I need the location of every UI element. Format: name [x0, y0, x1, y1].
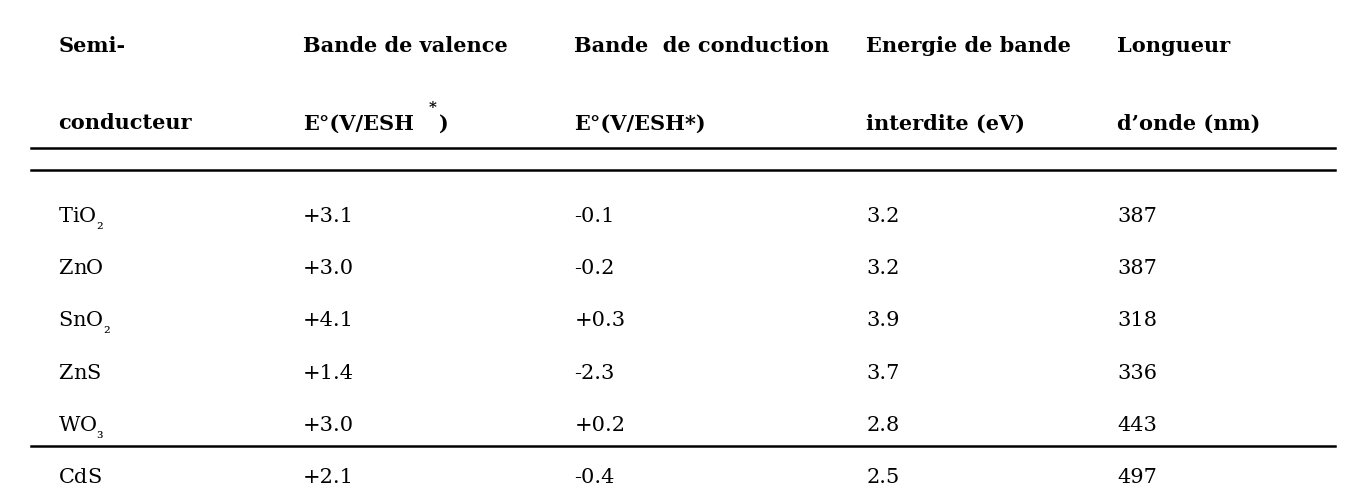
Text: i: i	[72, 207, 79, 226]
Text: Z: Z	[59, 364, 72, 383]
Text: Bande  de conduction: Bande de conduction	[574, 36, 829, 56]
Text: 3.2: 3.2	[866, 259, 900, 278]
Text: n: n	[72, 311, 86, 330]
Text: ₃: ₃	[97, 425, 104, 442]
Text: d: d	[74, 468, 87, 488]
Text: O: O	[79, 416, 97, 435]
Text: 443: 443	[1117, 416, 1157, 435]
Text: +4.1: +4.1	[303, 311, 354, 330]
Text: n: n	[72, 364, 86, 383]
Text: +3.0: +3.0	[303, 259, 354, 278]
Text: 3.9: 3.9	[866, 311, 900, 330]
Text: 336: 336	[1117, 364, 1157, 383]
Text: -0.1: -0.1	[574, 207, 615, 226]
Text: O: O	[79, 207, 96, 226]
Text: interdite (eV): interdite (eV)	[866, 113, 1026, 133]
Text: Longueur: Longueur	[1117, 36, 1231, 56]
Text: +2.1: +2.1	[303, 468, 354, 488]
Text: 318: 318	[1117, 311, 1157, 330]
Text: E°(V/ESH: E°(V/ESH	[303, 113, 414, 133]
Text: Energie de bande: Energie de bande	[866, 36, 1071, 56]
Text: +0.2: +0.2	[574, 416, 626, 435]
Text: O: O	[86, 311, 102, 330]
Text: C: C	[59, 468, 74, 488]
Text: +3.0: +3.0	[303, 416, 354, 435]
Text: E°(V/ESH*): E°(V/ESH*)	[574, 113, 706, 133]
Text: ₂: ₂	[102, 320, 109, 338]
Text: +1.4: +1.4	[303, 364, 354, 383]
Text: 3.2: 3.2	[866, 207, 900, 226]
Text: 387: 387	[1117, 259, 1157, 278]
Text: O: O	[86, 259, 104, 278]
Text: n: n	[72, 259, 86, 278]
Text: 3.7: 3.7	[866, 364, 900, 383]
Text: ): )	[438, 113, 448, 133]
Text: d’onde (nm): d’onde (nm)	[1117, 113, 1261, 133]
Text: S: S	[86, 364, 101, 383]
Text: +3.1: +3.1	[303, 207, 354, 226]
Text: S: S	[87, 468, 101, 488]
Text: Semi-: Semi-	[59, 36, 126, 56]
Text: +0.3: +0.3	[574, 311, 626, 330]
Text: Z: Z	[59, 259, 72, 278]
Text: -0.4: -0.4	[574, 468, 615, 488]
Text: T: T	[59, 207, 72, 226]
Text: 2.8: 2.8	[866, 416, 900, 435]
Text: -0.2: -0.2	[574, 259, 615, 278]
Text: 387: 387	[1117, 207, 1157, 226]
Text: conducteur: conducteur	[59, 113, 193, 133]
Text: *: *	[429, 100, 437, 115]
Text: -2.3: -2.3	[574, 364, 615, 383]
Text: ₂: ₂	[96, 216, 102, 233]
Text: 2.5: 2.5	[866, 468, 900, 488]
Text: Bande de valence: Bande de valence	[303, 36, 508, 56]
Text: 497: 497	[1117, 468, 1157, 488]
Text: W: W	[59, 416, 81, 435]
Text: S: S	[59, 311, 72, 330]
